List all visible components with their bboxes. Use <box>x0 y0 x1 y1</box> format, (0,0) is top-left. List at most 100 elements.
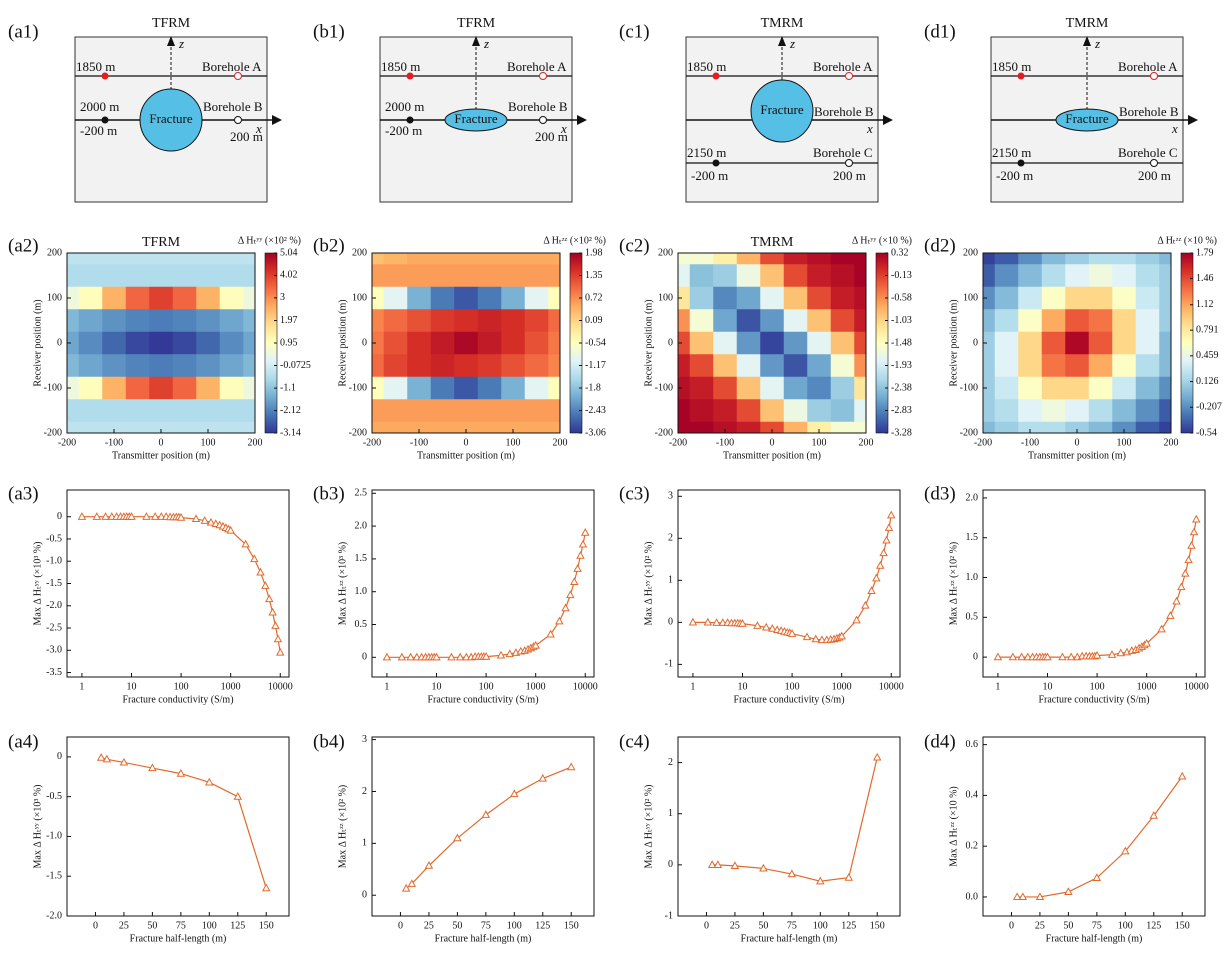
x-tick-label: 0 <box>770 437 775 448</box>
heat-cell <box>1159 354 1172 378</box>
colorbar-tick-label: 1.46 <box>1196 273 1214 284</box>
data-marker <box>205 777 214 786</box>
heat-cell <box>67 421 80 434</box>
x-tick-label: 100 <box>506 437 521 448</box>
panel-label: (b4) <box>313 731 345 752</box>
heat-cell <box>994 399 1019 423</box>
colorbar-tick-label: -1.17 <box>585 360 606 371</box>
heat-cell <box>1018 286 1043 310</box>
heat-cell <box>1112 253 1137 265</box>
heat-cell <box>1135 286 1160 310</box>
heat-cell <box>854 264 867 288</box>
heat-cell <box>477 399 502 423</box>
data-marker <box>761 622 771 631</box>
heat-cell <box>196 376 221 400</box>
x-tick-label: -200 <box>58 437 76 448</box>
heat-cell <box>149 421 174 434</box>
y-axis-label: Max Δ Hₜᶻᶻ (×10² %) <box>948 542 959 626</box>
data-marker <box>759 863 768 872</box>
heat-cell <box>783 399 808 423</box>
colorbar <box>1180 252 1194 434</box>
heat-cell <box>383 331 408 355</box>
heat-cell <box>713 354 738 378</box>
y-tick-label: -100 <box>960 382 978 393</box>
colorbar-tick-label: 0.459 <box>1196 350 1219 361</box>
diagram-label: z <box>178 36 184 51</box>
heat-cell <box>149 331 174 355</box>
data-line <box>386 532 586 658</box>
heat-cell <box>372 399 385 423</box>
heat-cell <box>1088 354 1113 378</box>
colorbar-tick-label: 1.12 <box>1196 299 1214 310</box>
diagram-label: Fracture <box>1065 111 1109 126</box>
heat-cell <box>678 264 691 288</box>
y-tick-label: 1.0 <box>966 572 979 583</box>
y-tick-label: 0 <box>668 859 673 870</box>
y-tick-label: -200 <box>960 427 978 438</box>
heat-cell <box>372 264 385 288</box>
data-line <box>81 516 281 653</box>
heat-cell <box>372 354 385 378</box>
data-marker <box>872 573 881 582</box>
y-tick-label: 200 <box>47 247 62 258</box>
heat-cell <box>102 286 127 310</box>
heat-cell <box>854 286 867 310</box>
heat-cell <box>78 421 103 434</box>
heat-cell <box>501 421 526 434</box>
data-marker <box>884 523 894 531</box>
diagram-label: 200 m <box>230 129 263 144</box>
heat-cell <box>783 421 808 434</box>
colorbar-tick-label: -3.06 <box>585 427 606 438</box>
y-tick-label: 0 <box>973 337 978 348</box>
heat-cell <box>172 331 197 355</box>
colorbar-tick-label: 5.04 <box>280 247 298 258</box>
data-marker <box>1184 555 1193 564</box>
heat-cell <box>1065 376 1090 400</box>
data-marker <box>268 607 277 616</box>
x-tick-label: 150 <box>1175 920 1190 931</box>
heat-cell <box>1088 399 1113 423</box>
heat-cell <box>760 309 785 333</box>
x-tick-label: 10 <box>432 681 442 692</box>
heat-cell <box>149 309 174 333</box>
y-axis-label: Receiver position (m) <box>643 299 654 386</box>
heat-cell <box>243 399 256 423</box>
fracture <box>444 108 508 132</box>
data-marker <box>102 754 112 763</box>
data-marker <box>1142 638 1151 647</box>
heat-cell <box>736 399 761 423</box>
heat-cell <box>125 399 150 423</box>
x-tick-label: 10 <box>1043 681 1053 692</box>
heat-cell <box>1018 264 1043 288</box>
x-tick-label: 100 <box>202 920 217 931</box>
y-tick-label: -3.5 <box>46 667 62 678</box>
data-marker <box>1116 648 1126 657</box>
heat-cell <box>243 309 256 333</box>
heat-cell <box>125 264 150 288</box>
heat-cell <box>713 399 738 423</box>
x-tick-label: -200 <box>363 437 381 448</box>
data-marker <box>496 650 506 659</box>
heat-cell <box>454 309 479 333</box>
heat-cell <box>1159 399 1172 423</box>
heat-cell <box>67 309 80 333</box>
heat-cell <box>383 309 408 333</box>
y-tick-label: 2.0 <box>966 492 979 503</box>
colorbar-tick-label: 3 <box>280 292 285 303</box>
colorbar-tick-label: -1.03 <box>891 315 912 326</box>
y-tick-label: -1.5 <box>46 578 62 589</box>
y-tick-label: -200 <box>655 427 673 438</box>
heat-cell <box>1159 309 1172 333</box>
heat-cell <box>854 331 867 355</box>
heat-cell <box>994 354 1019 378</box>
colorbar-tick-label: -2.12 <box>280 405 301 416</box>
plot-frame <box>66 252 256 434</box>
heat-cell <box>1135 253 1160 265</box>
x-axis-label: Transmitter position (m) <box>1028 450 1126 461</box>
heat-cell <box>830 376 855 400</box>
x-arrow <box>577 115 587 125</box>
data-marker <box>837 631 846 640</box>
colorbar-tick-label: 1.35 <box>585 270 603 281</box>
heat-cell <box>1018 421 1043 434</box>
